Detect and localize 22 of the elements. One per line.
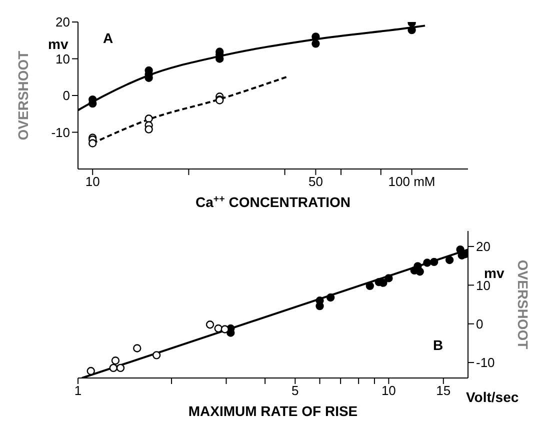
x-tick-label: 15 (436, 383, 451, 398)
annotation: A (103, 30, 114, 46)
y-tick-label: 0 (62, 88, 70, 104)
text: Volt/sec (466, 389, 519, 405)
y2-axis-title: OVERSHOOT (515, 260, 532, 350)
x-axis-title: Ca$^{++}$ CONCENTRATION (195, 194, 351, 210)
x-tick-label: 1 (74, 383, 82, 398)
x-tick-label: 5 (292, 383, 299, 398)
y-tick-label: 20 (56, 14, 70, 30)
annotation: B (433, 337, 444, 353)
text: mv (48, 36, 68, 52)
x-tick-label: 50 (308, 174, 323, 190)
y2-tick-label: 0 (476, 316, 484, 332)
x-tick-label: 10 (381, 383, 396, 398)
y-axis-title: OVERSHOOT (14, 50, 31, 140)
y2-tick-label: -10 (476, 355, 495, 370)
y2-tick-label: 20 (476, 239, 490, 254)
x-tick-label: 10 (85, 174, 100, 190)
x-tick-label: 100 mM (388, 174, 436, 190)
y-tick-label: 10 (56, 51, 70, 66)
y-tick-label: -10 (51, 124, 70, 140)
x-axis-title: MAXIMUM RATE OF RISE (188, 403, 358, 419)
